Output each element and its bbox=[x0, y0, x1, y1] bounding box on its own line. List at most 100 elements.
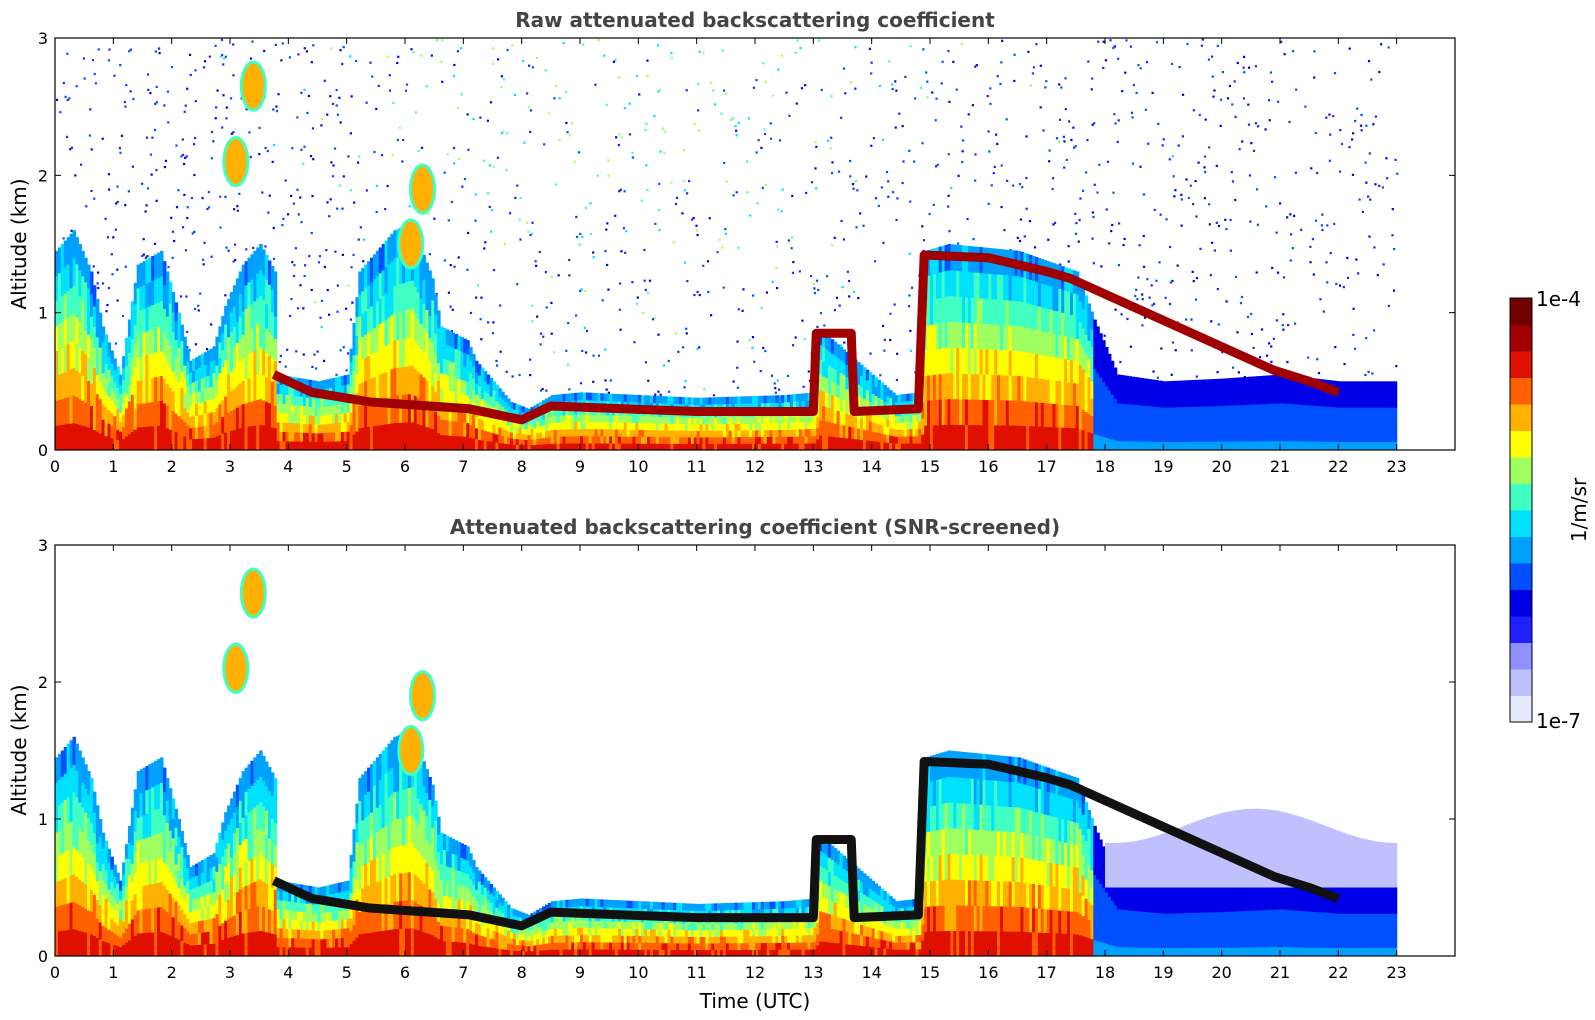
noise-speck bbox=[59, 111, 62, 114]
noise-speck bbox=[592, 256, 595, 259]
noise-speck bbox=[788, 114, 791, 117]
aerosol-cell bbox=[1230, 431, 1234, 442]
aerosol-cell bbox=[457, 421, 462, 437]
noise-speck bbox=[1171, 279, 1174, 283]
aerosol-cell bbox=[145, 330, 149, 356]
noise-speck bbox=[318, 255, 322, 258]
noise-speck bbox=[854, 46, 857, 49]
aerosol-cell bbox=[731, 416, 736, 424]
noise-speck bbox=[815, 145, 818, 148]
aerosol-cell bbox=[959, 321, 963, 349]
aerosol-cell bbox=[113, 381, 117, 394]
noise-speck bbox=[550, 332, 553, 335]
aerosol-cell bbox=[1177, 423, 1182, 434]
aerosol-cell bbox=[69, 260, 74, 289]
aerosol-cell bbox=[174, 320, 179, 340]
noise-speck bbox=[320, 325, 323, 329]
aerosol-cell bbox=[895, 436, 899, 444]
aerosol-cell bbox=[1134, 440, 1138, 450]
aerosol-cell bbox=[956, 347, 960, 374]
noise-speck bbox=[799, 47, 802, 50]
aerosol-cell bbox=[215, 365, 219, 380]
noise-speck bbox=[580, 288, 583, 291]
noise-speck bbox=[290, 297, 293, 301]
noise-speck bbox=[1254, 122, 1258, 125]
noise-speck bbox=[592, 354, 595, 357]
aerosol-cell bbox=[597, 393, 602, 401]
aerosol-cell bbox=[507, 437, 511, 445]
aerosol-cell bbox=[445, 419, 450, 436]
noise-speck bbox=[149, 153, 153, 156]
aerosol-cell bbox=[804, 400, 809, 408]
aerosol-cell bbox=[722, 416, 727, 425]
aerosol-cell bbox=[1087, 413, 1092, 433]
aerosol-cell bbox=[1055, 333, 1059, 358]
aerosol-cell bbox=[865, 429, 870, 441]
aerosol-cell bbox=[673, 396, 677, 404]
aerosol-cell bbox=[247, 425, 252, 450]
noise-speck bbox=[1215, 221, 1218, 224]
aerosol-cell bbox=[495, 441, 499, 450]
noise-speck bbox=[667, 359, 670, 363]
noise-speck bbox=[849, 81, 853, 84]
noise-speck bbox=[1067, 245, 1070, 248]
aerosol-cell bbox=[308, 379, 313, 390]
noise-speck bbox=[1231, 103, 1234, 106]
aerosol-cell bbox=[690, 430, 695, 438]
aerosol-cell bbox=[641, 395, 645, 403]
noise-speck bbox=[375, 184, 379, 188]
aerosol-cell bbox=[440, 388, 444, 405]
aerosol-cell bbox=[349, 386, 354, 400]
aerosol-cell bbox=[722, 430, 727, 438]
aerosol-cell bbox=[489, 422, 494, 433]
aerosol-cell bbox=[749, 443, 753, 450]
noise-speck bbox=[1265, 205, 1268, 208]
aerosol-cell bbox=[440, 372, 444, 389]
aerosol-cell bbox=[186, 412, 190, 426]
aerosol-cell bbox=[921, 417, 925, 435]
noise-speck bbox=[527, 230, 530, 234]
noise-speck bbox=[703, 387, 706, 391]
noise-speck bbox=[163, 104, 166, 107]
aerosol-cell bbox=[1020, 350, 1024, 377]
aerosol-cell bbox=[553, 443, 558, 450]
noise-speck bbox=[605, 388, 608, 391]
aerosol-cell bbox=[1061, 312, 1065, 336]
aerosol-cell bbox=[78, 347, 82, 374]
aerosol-cell bbox=[752, 416, 756, 424]
noise-speck bbox=[307, 94, 311, 98]
aerosol-cell bbox=[740, 423, 744, 431]
aerosol-cell bbox=[638, 443, 642, 450]
aerosol-cell bbox=[57, 247, 62, 274]
aerosol-cell bbox=[437, 345, 441, 364]
aerosol-cell bbox=[440, 341, 444, 358]
aerosol-cell bbox=[472, 365, 476, 379]
aerosol-cell bbox=[959, 347, 963, 374]
aerosol-cell bbox=[221, 332, 225, 351]
noise-speck bbox=[1091, 211, 1094, 214]
aerosol-cell bbox=[897, 422, 902, 430]
aerosol-cell bbox=[798, 414, 803, 423]
noise-speck bbox=[1351, 138, 1354, 141]
aerosol-cell bbox=[836, 436, 841, 450]
noise-speck bbox=[894, 126, 897, 129]
noise-speck bbox=[500, 132, 504, 135]
aerosol-cell bbox=[609, 414, 613, 423]
aerosol-cell bbox=[370, 353, 374, 379]
aerosol-cell bbox=[1218, 441, 1223, 450]
aerosol-cell bbox=[880, 390, 884, 400]
aerosol-cell bbox=[1288, 375, 1293, 386]
aerosol-cell bbox=[1113, 439, 1118, 450]
aerosol-cell bbox=[1023, 376, 1027, 402]
aerosol-cell bbox=[1236, 377, 1240, 388]
aerosol-cell bbox=[918, 413, 922, 422]
aerosol-cell bbox=[367, 355, 371, 380]
aerosol-cell bbox=[460, 351, 464, 366]
aerosol-cell bbox=[282, 403, 287, 414]
aerosol-cell bbox=[399, 366, 403, 396]
aerosol-cell bbox=[454, 363, 459, 379]
noise-speck bbox=[1092, 262, 1095, 265]
noise-speck bbox=[778, 139, 782, 142]
aerosol-cell bbox=[790, 415, 794, 423]
aerosol-cell bbox=[410, 280, 415, 309]
